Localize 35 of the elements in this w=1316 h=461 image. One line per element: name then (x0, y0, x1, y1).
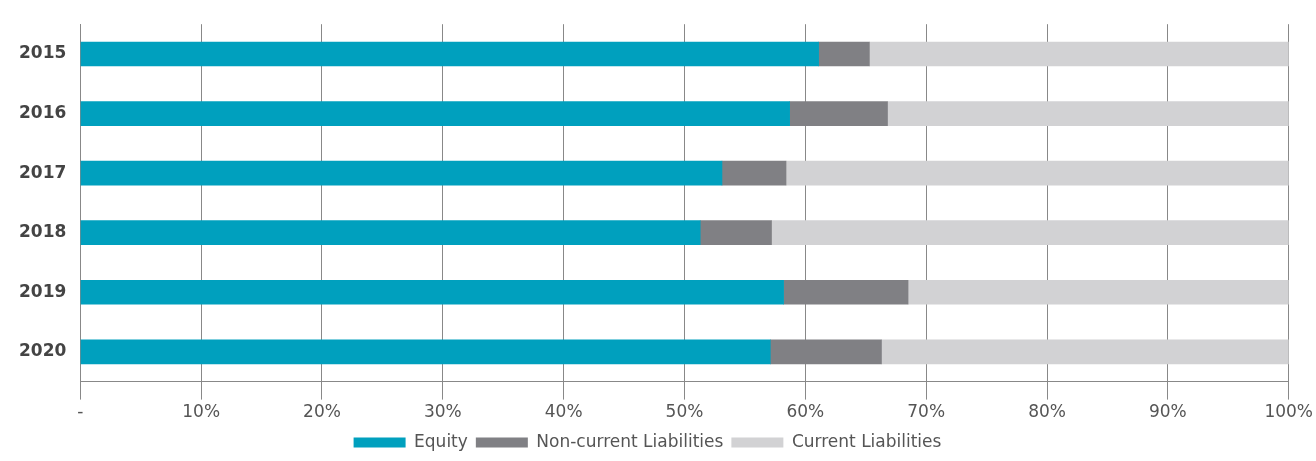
y-tick-label: 2019 (18, 280, 67, 301)
x-tick-label: 30% (423, 401, 462, 422)
x-tick-label: 60% (786, 401, 825, 422)
bar (80, 160, 723, 186)
legend-label: Equity (414, 430, 468, 451)
bar (80, 339, 771, 365)
x-tick-label: 50% (665, 401, 704, 422)
x-tick-label: 40% (544, 401, 583, 422)
bar (80, 220, 701, 246)
x-tick-label: - (77, 401, 84, 422)
bar (881, 339, 1289, 365)
y-tick-label: 2017 (18, 161, 67, 182)
bar (907, 279, 1289, 305)
bar (818, 41, 870, 67)
x-tick-label: 90% (1148, 401, 1187, 422)
legend-label: Current Liabilities (791, 430, 942, 451)
y-tick-label: 2015 (18, 42, 67, 63)
bar (771, 220, 1289, 246)
x-tick-label: 100% (1264, 401, 1313, 422)
bar (80, 101, 790, 126)
bar (721, 160, 787, 186)
x-tick-label: 20% (303, 401, 341, 422)
bar (785, 160, 1289, 186)
x-tick-label: 70% (907, 401, 946, 422)
x-tick-label: 80% (1028, 401, 1066, 422)
y-tick-label: 2016 (18, 101, 67, 122)
bar (869, 41, 1289, 67)
bar (699, 220, 772, 246)
bar (80, 41, 819, 67)
bar (887, 101, 1289, 126)
bar (80, 279, 784, 305)
y-tick-label: 2020 (18, 340, 67, 361)
y-tick-label: 2018 (18, 221, 67, 242)
x-tick-label: 10% (182, 401, 221, 422)
legend-label: Non-current Liabilities (536, 430, 724, 451)
